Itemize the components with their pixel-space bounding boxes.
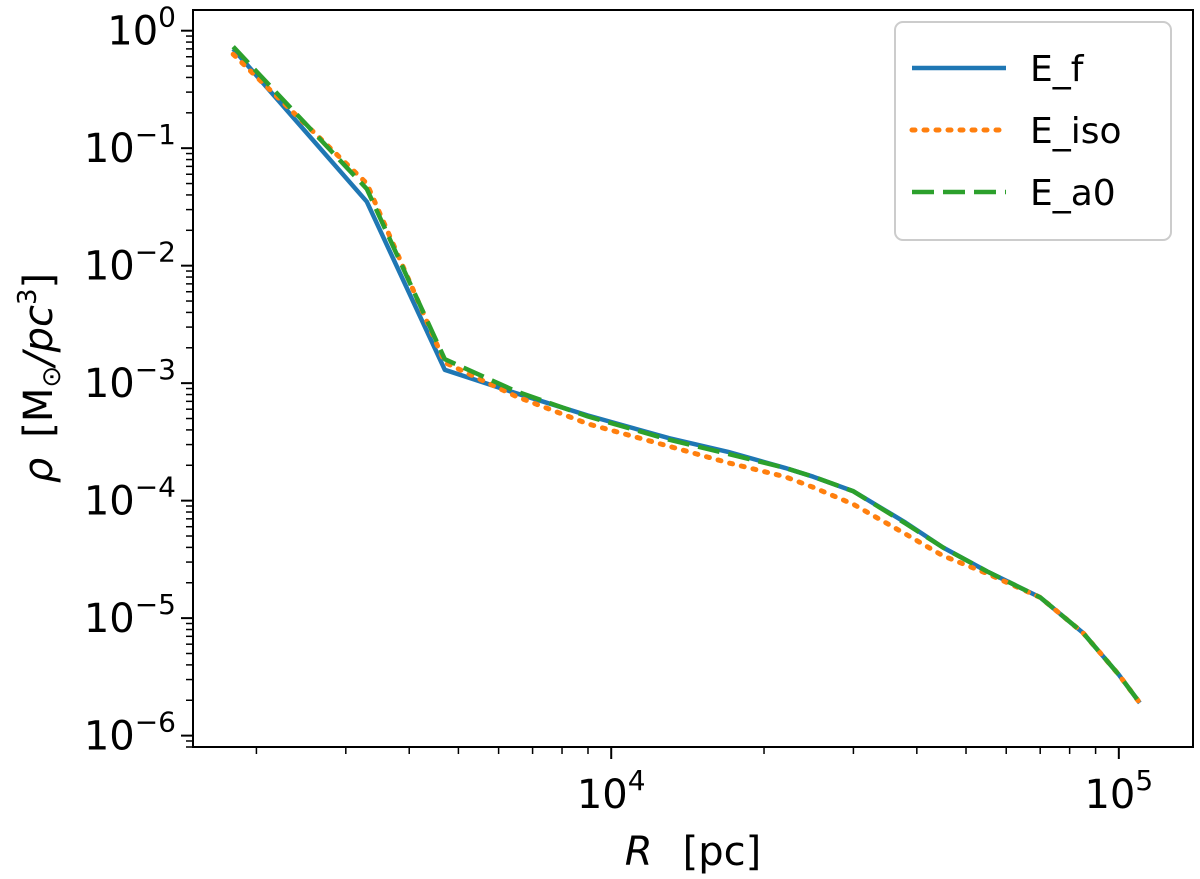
legend-label-e-f: E_f bbox=[1030, 49, 1085, 90]
y-tick-label: 100 bbox=[107, 1, 176, 55]
y-tick-label: 10−6 bbox=[84, 706, 176, 760]
series-layer bbox=[230, 45, 1143, 706]
x-axis-label: R [pc] bbox=[625, 829, 761, 875]
x-axis-ticks: 104 105 bbox=[255, 747, 1153, 818]
y-axis-label: ρ [M⊙/pc3] bbox=[13, 273, 67, 483]
y-axis-unit-open: [M bbox=[16, 388, 62, 438]
legend-label-e-a0: E_a0 bbox=[1030, 173, 1116, 214]
y-axis-unit-sub: ⊙ bbox=[37, 366, 67, 388]
y-tick-label: 10−5 bbox=[84, 588, 176, 642]
y-axis-unit-sup: 3 bbox=[13, 288, 43, 305]
plot-frame bbox=[192, 9, 1194, 748]
y-axis-unit-close: ] bbox=[16, 273, 62, 289]
legend: E_f E_iso E_a0 bbox=[894, 21, 1172, 241]
y-axis-symbol: ρ bbox=[16, 458, 62, 483]
x-tick-label: 104 bbox=[577, 764, 646, 818]
y-axis-ticks: 100 10−1 10−2 10−3 10−4 10−5 10−6 bbox=[84, 1, 193, 760]
x-axis-unit: [pc] bbox=[683, 829, 762, 875]
y-tick-label: 10−4 bbox=[84, 471, 176, 525]
series-line-e-iso bbox=[230, 51, 1143, 706]
y-axis-unit-mid: /pc bbox=[16, 305, 62, 369]
x-axis-symbol: R bbox=[625, 829, 653, 875]
legend-label-e-iso: E_iso bbox=[1030, 111, 1122, 152]
series-line-e-a0 bbox=[231, 45, 1142, 705]
legend-box bbox=[894, 21, 1172, 241]
y-tick-label: 10−3 bbox=[84, 353, 176, 407]
y-tick-label: 10−1 bbox=[84, 118, 176, 172]
y-tick-label: 10−2 bbox=[84, 236, 176, 290]
x-tick-label: 105 bbox=[1084, 764, 1153, 818]
